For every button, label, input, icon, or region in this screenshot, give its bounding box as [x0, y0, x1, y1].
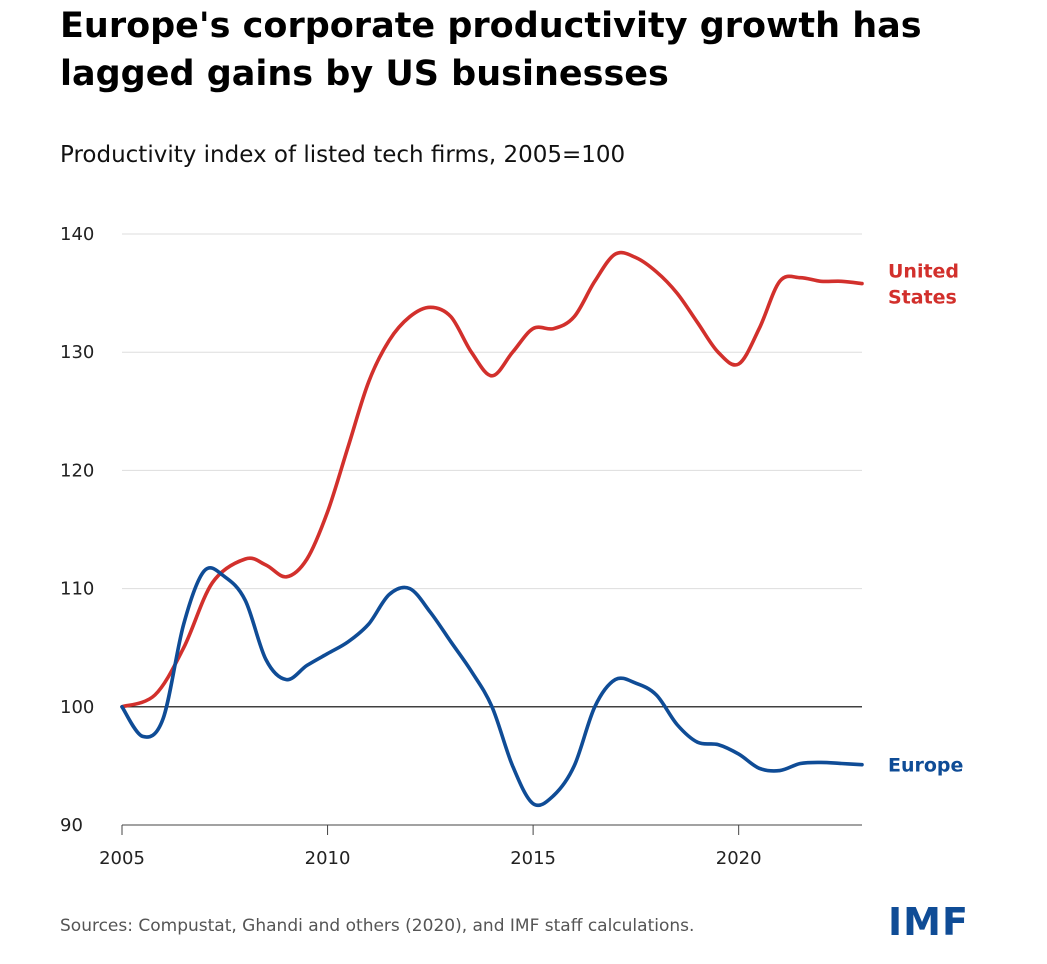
- series-line-europe: [120, 566, 864, 808]
- data-point-united-states: [654, 270, 658, 274]
- data-point-europe: [778, 769, 782, 773]
- data-point-united-states: [552, 327, 556, 331]
- data-point-united-states: [757, 327, 761, 331]
- data-point-united-states: [860, 282, 864, 286]
- data-point-united-states: [408, 315, 412, 319]
- data-point-united-states: [305, 557, 309, 561]
- data-point-europe: [346, 640, 350, 644]
- chart-subtitle: Productivity index of listed tech firms,…: [60, 142, 626, 168]
- data-point-europe: [449, 640, 453, 644]
- data-point-europe: [469, 669, 473, 673]
- data-point-europe: [243, 598, 247, 602]
- data-point-europe: [716, 743, 720, 747]
- data-point-europe: [839, 762, 843, 766]
- data-point-united-states: [469, 350, 473, 354]
- series-label-united-states: States: [888, 287, 957, 309]
- data-point-europe: [141, 734, 145, 738]
- data-point-europe: [120, 705, 124, 709]
- x-tick-label: 2010: [305, 848, 351, 869]
- data-point-europe: [696, 740, 700, 744]
- source-note: Sources: Compustat, Ghandi and others (2…: [60, 916, 695, 936]
- data-point-united-states: [449, 315, 453, 319]
- x-tick-label: 2005: [99, 848, 145, 869]
- data-point-europe: [161, 717, 165, 721]
- data-point-united-states: [737, 362, 741, 366]
- data-point-europe: [284, 678, 288, 682]
- data-point-europe: [675, 723, 679, 727]
- data-point-europe: [819, 760, 823, 764]
- data-point-europe: [634, 681, 638, 685]
- imf-logo: IMF: [888, 900, 969, 944]
- data-point-europe: [367, 622, 371, 626]
- data-point-europe: [613, 678, 617, 682]
- data-point-united-states: [387, 338, 391, 342]
- data-point-europe: [572, 764, 576, 768]
- data-point-united-states: [367, 380, 371, 384]
- data-point-europe: [757, 766, 761, 770]
- data-point-europe: [737, 752, 741, 756]
- data-point-united-states: [798, 276, 802, 280]
- x-tick-label: 2020: [716, 848, 762, 869]
- data-point-united-states: [511, 350, 515, 354]
- y-tick-label: 120: [60, 460, 94, 481]
- data-point-europe: [387, 593, 391, 597]
- data-point-united-states: [326, 510, 330, 514]
- data-point-united-states: [778, 279, 782, 283]
- data-point-united-states: [716, 350, 720, 354]
- data-point-united-states: [490, 374, 494, 378]
- data-point-united-states: [531, 327, 535, 331]
- data-point-europe: [428, 610, 432, 614]
- data-point-europe: [202, 569, 206, 573]
- data-point-united-states: [153, 693, 157, 697]
- y-tick-label: 110: [60, 579, 94, 600]
- series-label-united-states: United: [888, 261, 959, 283]
- data-point-europe: [860, 763, 864, 767]
- y-tick-label: 90: [60, 815, 83, 836]
- data-point-united-states: [675, 291, 679, 295]
- data-point-europe: [326, 652, 330, 656]
- data-point-united-states: [572, 315, 576, 319]
- data-point-europe: [264, 658, 268, 662]
- data-point-united-states: [613, 252, 617, 256]
- y-tick-label: 140: [60, 224, 94, 245]
- data-point-europe: [511, 764, 515, 768]
- data-point-united-states: [243, 557, 247, 561]
- data-point-united-states: [839, 279, 843, 283]
- data-point-united-states: [182, 646, 186, 650]
- data-point-europe: [408, 587, 412, 591]
- data-point-united-states: [346, 445, 350, 449]
- data-point-europe: [182, 622, 186, 626]
- data-point-europe: [552, 793, 556, 797]
- data-point-united-states: [284, 575, 288, 579]
- data-point-united-states: [264, 563, 268, 567]
- data-point-united-states: [210, 581, 214, 585]
- y-tick-label: 130: [60, 342, 94, 363]
- data-point-europe: [490, 705, 494, 709]
- data-point-europe: [531, 802, 535, 806]
- data-point-europe: [223, 575, 227, 579]
- data-point-united-states: [696, 321, 700, 325]
- data-point-europe: [654, 693, 658, 697]
- data-point-europe: [593, 705, 597, 709]
- series-label-europe: Europe: [888, 755, 963, 777]
- data-point-united-states: [819, 279, 823, 283]
- series-line-united-states: [120, 250, 864, 709]
- data-point-united-states: [593, 279, 597, 283]
- chart-title: Europe's corporate productivity growth h…: [60, 6, 922, 94]
- data-point-europe: [798, 762, 802, 766]
- x-tick-label: 2015: [510, 848, 556, 869]
- y-tick-label: 100: [60, 697, 94, 718]
- data-point-united-states: [634, 256, 638, 260]
- data-point-united-states: [428, 305, 432, 309]
- data-point-europe: [305, 663, 309, 667]
